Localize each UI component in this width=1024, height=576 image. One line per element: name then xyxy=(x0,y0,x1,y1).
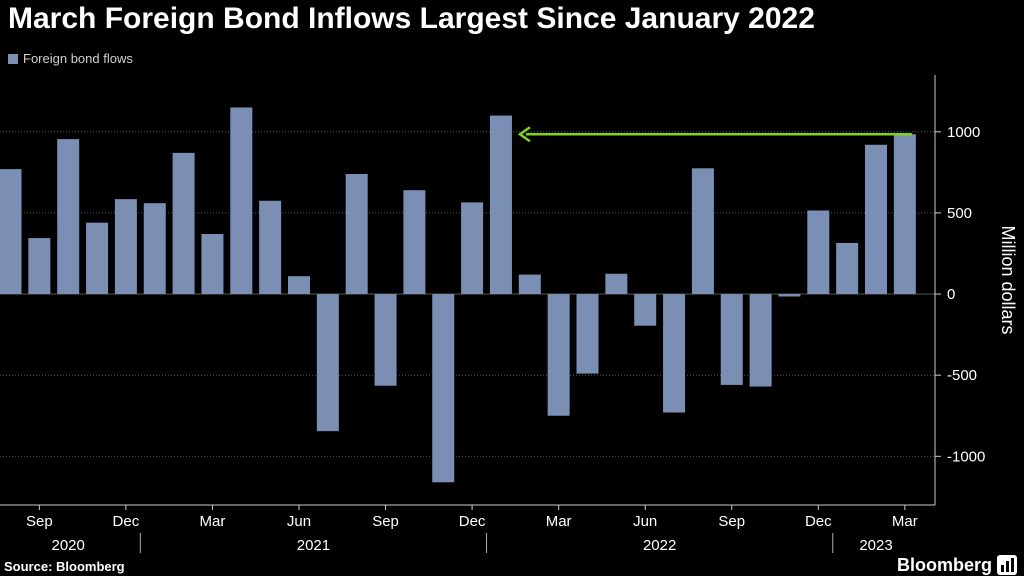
bar-2022-08 xyxy=(691,168,714,295)
year-label: 2022 xyxy=(643,537,676,554)
y-tick-label: 0 xyxy=(947,286,955,303)
x-tick-label: Sep xyxy=(372,513,399,530)
y-tick-label: 1000 xyxy=(947,124,980,141)
x-tick-label: Mar xyxy=(546,513,572,530)
x-tick-label: Dec xyxy=(805,513,832,530)
bar-2021-08 xyxy=(345,173,368,295)
x-tick-label: Mar xyxy=(200,513,226,530)
x-tick-label: Sep xyxy=(718,513,745,530)
bar-chart: -1000 -500 0 500 1000 Million dollars Sep Dec Ma… xyxy=(0,75,1018,554)
y-tick-label: -1000 xyxy=(947,448,985,465)
y-tick-label: 500 xyxy=(947,205,972,222)
source-note: Source: Bloomberg xyxy=(4,559,125,574)
bar-2021-10 xyxy=(403,190,426,295)
x-tick-label: Mar xyxy=(892,513,918,530)
x-tick-label: Dec xyxy=(459,513,486,530)
x-tick-label: Dec xyxy=(113,513,140,530)
bar-2020-12 xyxy=(114,199,137,295)
axes: -1000 -500 0 500 1000 Million dollars Sep Dec Ma… xyxy=(0,75,1018,554)
bar-2022-11 xyxy=(778,294,801,297)
bar-2021-07 xyxy=(316,294,339,432)
bars xyxy=(0,107,916,483)
bar-2020-11 xyxy=(86,222,109,295)
bar-2021-01 xyxy=(143,203,166,295)
bar-2021-09 xyxy=(374,294,397,386)
chart-title: March Foreign Bond Inflows Largest Since… xyxy=(8,2,815,35)
x-tick-label: Jun xyxy=(633,513,657,530)
y-axis-title: Million dollars xyxy=(998,225,1018,334)
brand-name: Bloomberg xyxy=(896,554,992,575)
bar-2021-11 xyxy=(432,294,455,483)
year-label: 2023 xyxy=(859,537,892,554)
bar-2020-10 xyxy=(57,139,80,295)
year-label: 2021 xyxy=(297,537,330,554)
bar-2021-06 xyxy=(288,276,310,295)
bar-2021-03 xyxy=(201,234,224,295)
bloomberg-mark-icon xyxy=(997,555,1017,575)
bar-2022-07 xyxy=(663,294,686,413)
bar-2021-04 xyxy=(230,107,253,295)
bar-2022-01 xyxy=(489,115,512,295)
annotation-arrowhead xyxy=(517,126,531,143)
x-tick-label: Sep xyxy=(26,513,53,530)
bar-2022-12 xyxy=(807,210,830,295)
brand-logo: Bloomberg xyxy=(897,554,1018,576)
bar-2022-05 xyxy=(605,273,628,295)
legend: Foreign bond flows xyxy=(8,51,133,66)
bar-2022-09 xyxy=(720,294,743,385)
bar-2023-01 xyxy=(836,242,859,295)
bar-2021-12 xyxy=(461,202,484,295)
x-tick-label: Jun xyxy=(287,513,311,530)
bar-2022-03 xyxy=(547,294,570,416)
bar-2020-09 xyxy=(28,238,51,295)
bar-2021-05 xyxy=(259,200,282,295)
bar-2022-10 xyxy=(749,294,772,387)
year-label: 2020 xyxy=(52,537,85,554)
y-tick-label: -500 xyxy=(947,367,977,384)
legend-label: Foreign bond flows xyxy=(23,51,133,66)
legend-swatch xyxy=(8,53,18,64)
annotation xyxy=(517,126,912,143)
bar-2022-04 xyxy=(576,294,599,374)
bar-2022-02 xyxy=(518,274,541,295)
bar-2020-08 xyxy=(0,169,22,295)
bar-2022-06 xyxy=(634,294,657,326)
bar-2021-02 xyxy=(172,152,195,295)
bar-2023-03 xyxy=(893,134,916,295)
bar-2023-02 xyxy=(865,144,887,295)
